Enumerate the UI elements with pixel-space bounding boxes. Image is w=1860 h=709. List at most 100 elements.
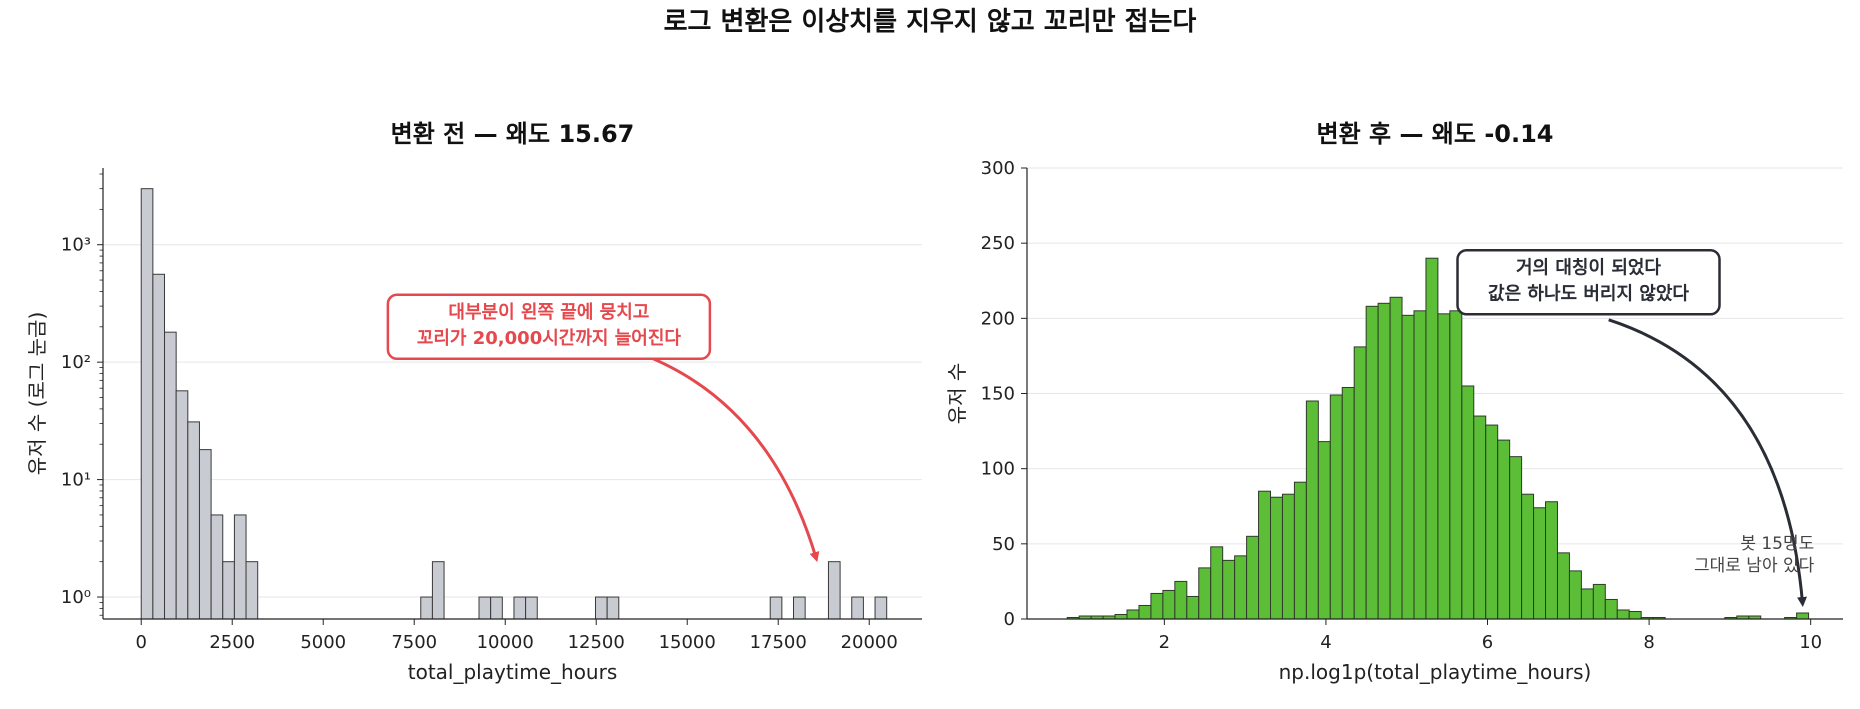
histogram-bar: [152, 273, 166, 620]
histogram-bar: [1437, 313, 1451, 620]
y-axis-label: 유저 수: [945, 363, 969, 425]
histogram-bar: [1138, 604, 1152, 620]
annotation-arrow: [614, 343, 820, 563]
histogram-bar: [1580, 588, 1594, 620]
histogram-bar: [1389, 296, 1403, 620]
histogram-bar: [1461, 385, 1475, 620]
x-tick-label: 2: [1159, 632, 1170, 653]
x-tick-label: 15000: [659, 632, 716, 653]
histogram-bar: [525, 596, 538, 620]
histogram-bar: [851, 596, 864, 620]
histogram-bar: [1126, 609, 1140, 620]
histogram-bar: [769, 596, 783, 620]
histogram-bar: [1353, 346, 1367, 620]
annotation-text: 거의 대칭이 되었다: [1516, 257, 1661, 278]
x-tick-label: 0: [135, 632, 146, 653]
histogram-bar: [1114, 613, 1128, 620]
histogram-bar: [1258, 490, 1272, 620]
histogram-bar: [431, 561, 445, 620]
y-tick-label: 10²: [61, 352, 91, 373]
histogram-bar: [490, 596, 503, 620]
histogram-bar: [1592, 583, 1606, 620]
y-tick-label: 10⁰: [61, 587, 91, 608]
histogram-bar: [1449, 310, 1463, 620]
x-tick-label: 2500: [209, 632, 255, 653]
histogram-bar: [1497, 439, 1511, 620]
histogram-bar: [1293, 481, 1307, 620]
annotation-text: 값은 하나도 버리지 않았다: [1488, 283, 1689, 304]
figure-suptitle: 로그 변환은 이상치를 지우지 않고 꼬리만 접는다: [664, 7, 1197, 37]
histogram-bar: [874, 596, 888, 620]
histogram-bar: [1198, 567, 1212, 620]
x-tick-label: 12500: [568, 632, 625, 653]
annotation-box: [386, 293, 712, 361]
histogram-bar: [1628, 610, 1642, 620]
histogram-bar: [1162, 589, 1176, 620]
histogram-bar: [1270, 496, 1283, 620]
y-tick-label: 10³: [61, 235, 91, 256]
y-tick-label: 10¹: [61, 470, 91, 491]
histogram-bar: [1365, 305, 1379, 620]
histogram-bar: [1281, 493, 1295, 620]
histogram-bar: [198, 449, 212, 620]
histogram-bar: [1616, 609, 1630, 620]
y-tick-label: 250: [981, 233, 1015, 254]
histogram-bar: [1413, 310, 1427, 620]
histogram-bar: [187, 421, 200, 620]
annotation-box: [1456, 249, 1721, 316]
histogram-bar: [420, 596, 433, 620]
note-text: 봇 15명도: [1740, 534, 1814, 554]
x-tick-label: 5000: [300, 632, 346, 653]
y-tick-label: 300: [981, 158, 1015, 179]
note-text: 그대로 남아 있다: [1694, 556, 1815, 576]
histogram-bar: [1604, 598, 1618, 620]
histogram-bar: [222, 561, 235, 620]
subplot-title: 변환 후 — 왜도 -0.14: [1317, 120, 1554, 148]
histogram-bar: [1556, 552, 1570, 620]
histogram-bar: [140, 188, 154, 620]
y-tick-label: 200: [981, 308, 1015, 329]
x-tick-label: 20000: [841, 632, 898, 653]
y-tick-label: 150: [981, 384, 1015, 405]
x-axis-label: total_playtime_hours: [408, 660, 618, 684]
histogram-bar: [1210, 546, 1224, 620]
histogram-bar: [1796, 612, 1810, 620]
histogram-bar: [210, 514, 224, 620]
histogram-bar: [175, 390, 189, 620]
histogram-bar: [827, 561, 841, 620]
annotation-text: 대부분이 왼쪽 끝에 뭉치고: [448, 302, 649, 323]
histogram-bar: [1222, 559, 1236, 620]
histogram-bar: [233, 514, 247, 620]
x-tick-label: 6: [1482, 632, 1493, 653]
histogram-bar: [1401, 314, 1415, 620]
panel-before-transform: 0 2500 5000 7500 10000 12500 15000 17500 20000 10…: [25, 120, 922, 684]
x-tick-label: 7500: [391, 632, 437, 653]
histogram-bar: [793, 596, 806, 620]
histogram-bar: [1425, 257, 1439, 620]
y-axis-label: 유저 수 (로그 눈금): [25, 312, 49, 475]
histogram-bar: [1329, 394, 1343, 620]
histogram-bar: [1246, 535, 1260, 620]
histogram-bar: [1341, 386, 1355, 620]
histogram-bar: [1150, 592, 1164, 620]
annotation-arrow: [1608, 318, 1807, 607]
histogram-bar: [1568, 570, 1582, 620]
x-tick-label: 10000: [477, 632, 534, 653]
histogram-bar: [1533, 507, 1547, 620]
x-tick-label: 10: [1799, 632, 1822, 653]
x-tick-label: 4: [1320, 632, 1331, 653]
histogram-bar: [478, 596, 492, 620]
histogram-bar: [1485, 424, 1499, 620]
histogram-bar: [606, 596, 620, 620]
histogram-bar: [1521, 493, 1535, 620]
histogram-bar: [1473, 415, 1487, 620]
histogram-bar: [1234, 555, 1248, 620]
histogram-bar: [1317, 441, 1331, 620]
y-tick-label: 100: [981, 459, 1015, 480]
histogram-bar: [1545, 501, 1558, 620]
y-tick-label: 0: [1004, 609, 1015, 630]
x-tick-label: 8: [1643, 632, 1654, 653]
